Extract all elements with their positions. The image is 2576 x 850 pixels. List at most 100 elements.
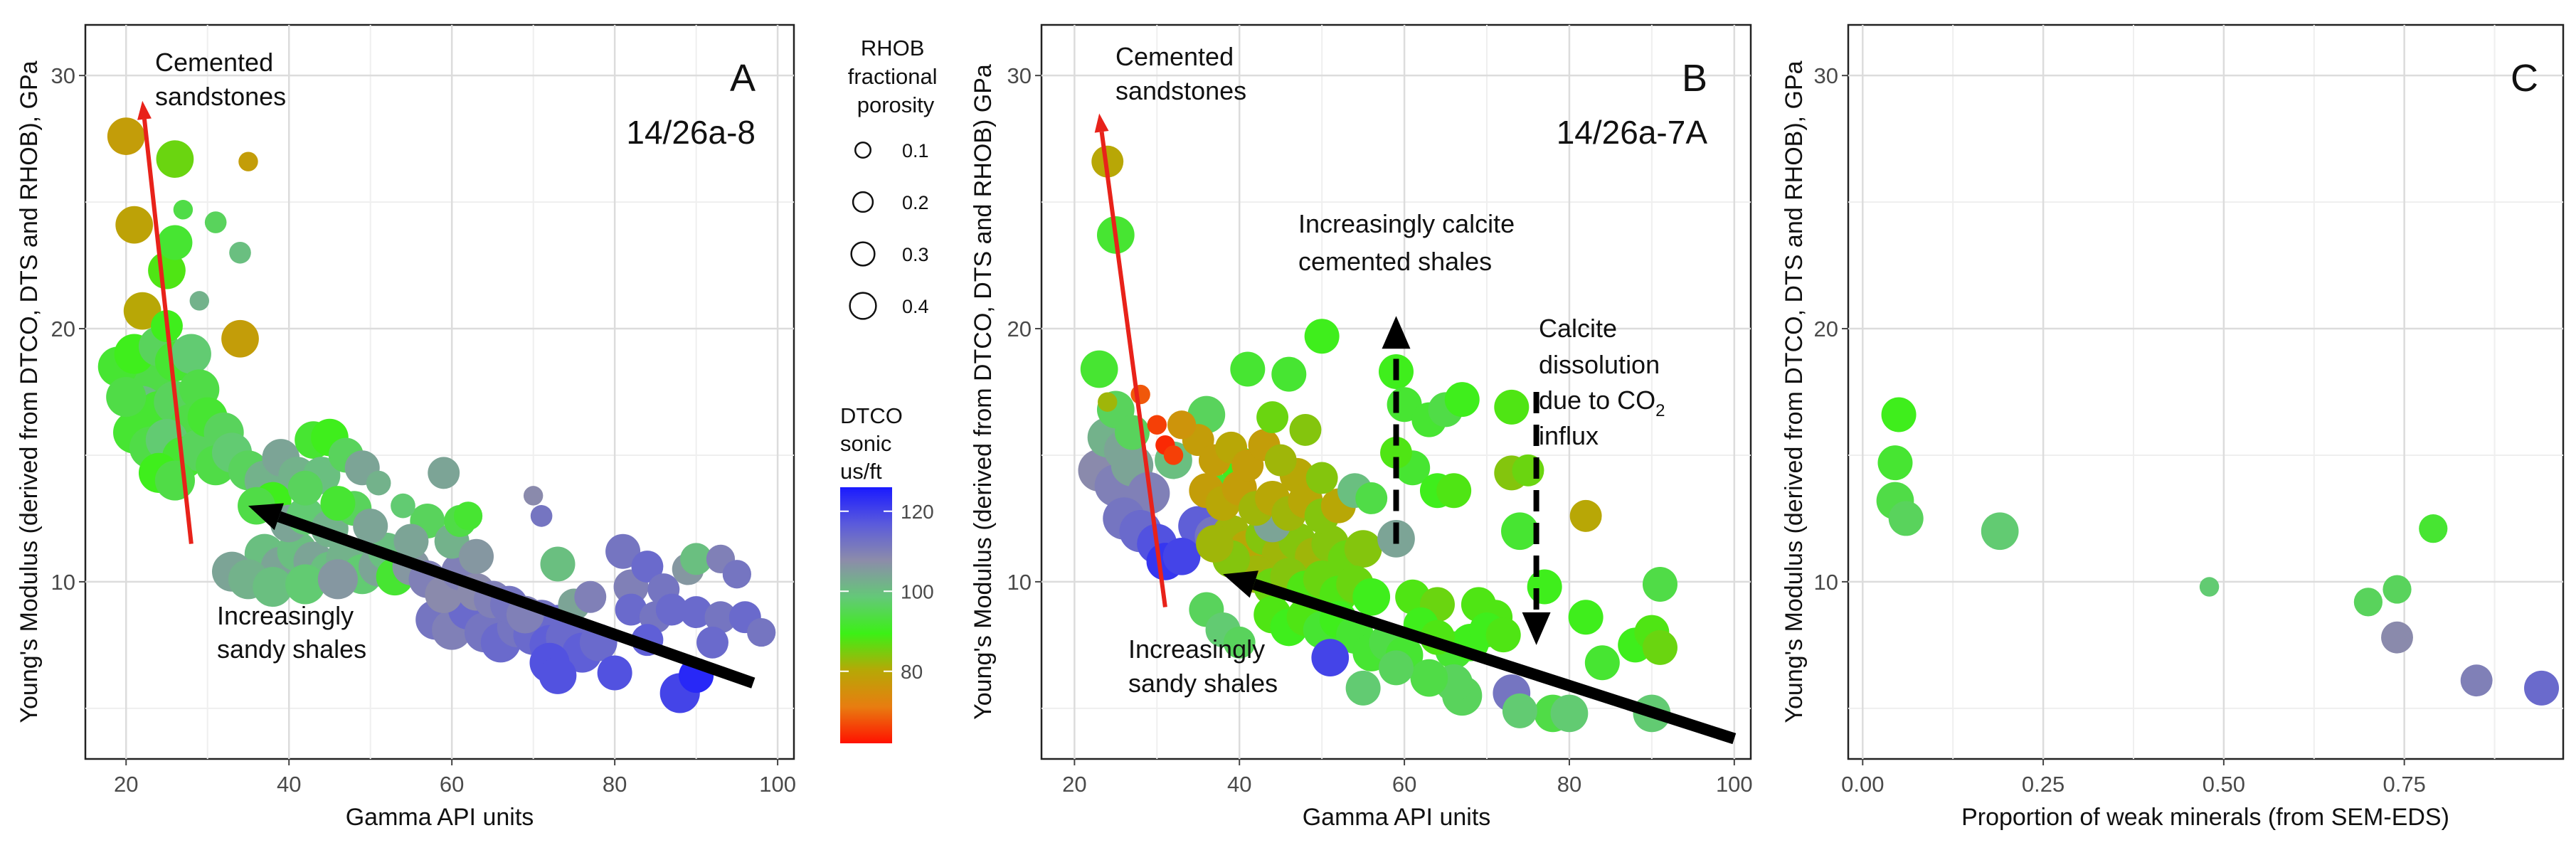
panel-a: A 14/26a-8 Cemented sandstones Increasin… [16,23,796,831]
data-point [1642,566,1677,602]
data-point [459,538,494,574]
y-tick-label: 10 [1814,570,1838,595]
color-legend-title-line1: DTCO [840,403,903,428]
data-point [2381,621,2413,654]
panel-b-dissolution-line3: due to CO [1539,386,1655,415]
panel-a-sandy-line2: sandy shales [217,634,366,664]
panel-c-x-ticks: 0.00 0.25 0.50 0.75 [1841,759,2426,797]
data-point [1568,600,1604,635]
data-point [189,291,209,311]
x-tick-label: 40 [1227,772,1251,797]
data-point [680,543,713,575]
data-point [1162,537,1201,575]
size-legend-swatch [850,241,876,267]
panel-b-dissolution-subscript: 2 [1655,401,1665,420]
panel-a-sandy-line1: Increasingly [217,601,354,630]
data-point [696,626,728,659]
panel-b-calcite-cemented-line2: cemented shales [1298,247,1492,276]
data-point [229,241,251,264]
data-point [722,560,751,589]
x-tick-label: 0.25 [2022,772,2064,797]
y-tick-label: 30 [1007,63,1032,88]
panel-b-cemented-line2: sandstones [1115,76,1246,105]
x-tick-label: 80 [603,772,627,797]
data-point [366,470,391,496]
data-point [1584,645,1620,681]
x-tick-label: 100 [759,772,796,797]
data-point [1230,351,1266,387]
data-point [2199,577,2220,597]
size-legend-swatch [849,292,877,320]
panel-b-points [1078,145,1677,733]
data-point [154,460,196,501]
data-point [1304,319,1340,354]
panel-a-grid [85,25,794,759]
y-tick-label: 30 [51,63,75,88]
data-point [655,593,688,626]
data-point [1289,413,1322,446]
panel-c: C 0.00 0.25 0.50 0.75 10 20 30 Proportion of … [1781,23,2565,831]
data-point [1187,395,1226,434]
data-point [523,486,544,506]
panel-c-y-axis-label: Young's Modulus (derived from DTCO, DTS … [1781,60,1808,723]
data-point [1379,650,1414,686]
data-point [221,319,259,358]
arrow-shaft [142,119,194,544]
color-bar [840,487,892,743]
panel-a-y-axis-label: Young's Modulus (derived from DTCO, DTS … [16,60,43,723]
arrow-shaft [277,511,756,689]
size-legend-label: 0.4 [902,296,929,317]
data-point [1256,401,1289,434]
panel-b-letter: B [1682,57,1707,100]
panel-c-points [1876,397,2560,706]
data-point [1981,512,2019,551]
x-tick-label: 0.00 [1841,772,1884,797]
panel-a-y-ticks: 10 20 30 [51,63,85,595]
panel-b-sandy-line2: sandy shales [1128,669,1278,698]
data-point [2419,514,2448,543]
data-point [320,486,356,521]
y-tick-label: 10 [1007,570,1032,595]
size-legend-items: 0.1 0.2 0.3 0.4 [849,140,929,320]
color-legend-title-line2: sonic [840,431,891,456]
size-legend-title-line1: RHOB [861,36,925,60]
data-point [1527,569,1562,605]
y-tick-label: 10 [51,570,75,595]
size-legend-swatch [852,191,874,213]
data-point [574,580,607,613]
y-tick-label: 20 [1814,317,1838,341]
panel-b-y-axis-label: Young's Modulus (derived from DTCO, DTS … [970,64,997,720]
panel-b-dissolution-line2: dissolution [1539,350,1660,379]
x-tick-label: 0.75 [2382,772,2425,797]
size-legend-title: RHOB fractional porosity [848,36,943,117]
data-point [391,493,415,519]
panel-b-well-label: 14/26a-7A [1557,114,1708,151]
x-tick-label: 60 [1392,772,1416,797]
size-legend-label: 0.2 [902,192,929,213]
data-point [605,533,641,569]
panel-b-sandy-line1: Increasingly [1128,634,1265,664]
x-tick-label: 20 [114,772,138,797]
data-point [1410,659,1448,697]
panel-c-y-ticks: 10 20 30 [1814,63,1848,595]
data-point [1569,499,1602,532]
data-point [1223,626,1256,659]
arrow-head [137,100,152,120]
panel-b-dissolution-line1: Calcite [1539,314,1617,343]
color-legend-title: DTCO sonic us/ft [840,403,908,484]
panel-a-arrows [137,100,756,689]
data-point [148,251,186,289]
data-point [747,617,776,647]
data-point [1167,410,1197,440]
data-point [1264,444,1297,477]
data-point [1877,445,1913,481]
color-legend-title-line3: us/ft [840,459,882,484]
x-tick-label: 0.50 [2203,772,2245,797]
data-point [353,509,388,544]
data-point [1380,436,1412,469]
data-point [1352,578,1391,616]
x-tick-label: 40 [277,772,301,797]
data-point [1344,530,1382,568]
arrow-shaft [1099,131,1167,607]
